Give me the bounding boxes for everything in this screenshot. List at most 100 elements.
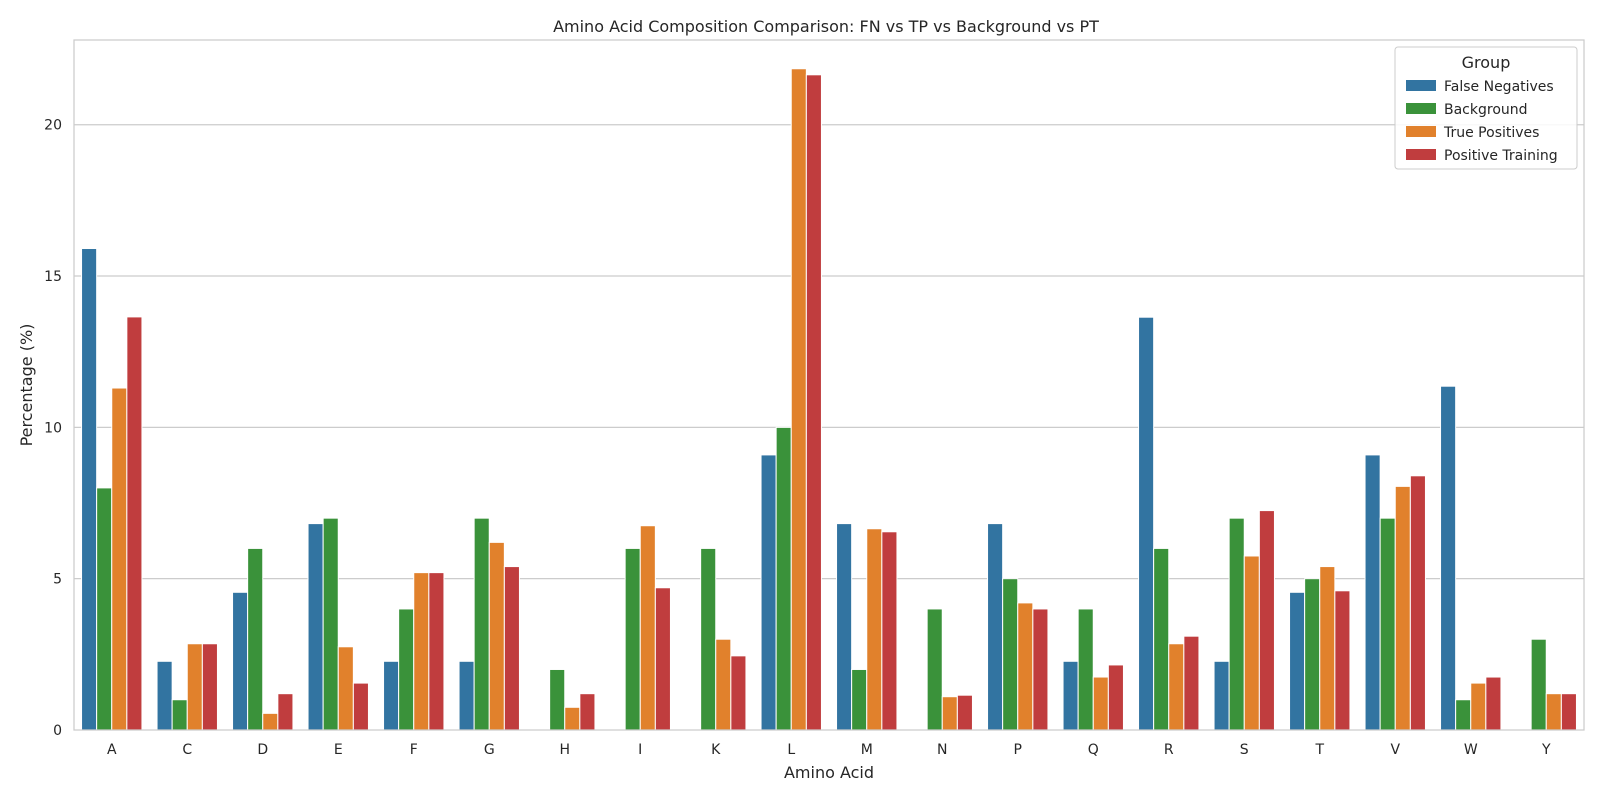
legend-label: True Positives [1443, 125, 1539, 141]
bar-V-true-positives [1395, 486, 1410, 730]
bar-G-true-positives [489, 542, 504, 730]
bar-M-true-positives [867, 529, 882, 730]
bar-T-true-positives [1320, 567, 1335, 730]
x-tick-label: K [711, 742, 721, 758]
x-tick-label: C [182, 742, 192, 758]
bar-W-background [1456, 700, 1471, 730]
x-axis-label: Amino Acid [784, 763, 874, 782]
x-tick-label: Q [1088, 742, 1099, 758]
legend-label: Positive Training [1444, 148, 1558, 164]
y-tick-label: 15 [44, 269, 62, 285]
bar-E-true-positives [338, 647, 353, 730]
bar-G-positive-training [504, 567, 519, 730]
bar-S-false-negatives [1214, 661, 1229, 730]
bar-D-positive-training [278, 694, 293, 730]
y-axis-ticks: 0 5 10 15 20 [44, 118, 62, 739]
legend: Group False Negatives Background True Posi… [1395, 47, 1577, 169]
bar-V-positive-training [1410, 476, 1425, 730]
bar-W-positive-training [1486, 677, 1501, 730]
legend-label: Background [1444, 102, 1528, 118]
bar-A-positive-training [127, 317, 142, 730]
x-tick-label: D [257, 742, 268, 758]
bar-K-true-positives [716, 639, 731, 730]
bar-S-true-positives [1244, 556, 1259, 730]
bar-C-background [172, 700, 187, 730]
bar-P-true-positives [1018, 603, 1033, 730]
x-tick-label: S [1240, 742, 1249, 758]
bar-I-true-positives [640, 526, 655, 730]
bars-group [82, 69, 1577, 730]
legend-swatch-true-positives [1406, 126, 1436, 137]
bar-K-background [701, 548, 716, 730]
bar-L-true-positives [791, 69, 806, 730]
y-tick-label: 0 [53, 723, 62, 739]
bar-F-true-positives [414, 573, 429, 730]
x-tick-label: E [334, 742, 343, 758]
bar-D-true-positives [263, 713, 278, 730]
x-tick-label: L [787, 742, 795, 758]
x-tick-label: G [484, 742, 495, 758]
bar-I-positive-training [655, 588, 670, 730]
bar-W-false-negatives [1441, 386, 1456, 730]
y-tick-label: 5 [53, 572, 62, 588]
x-tick-label: H [559, 742, 570, 758]
bar-A-true-positives [112, 388, 127, 730]
x-tick-label: P [1014, 742, 1022, 758]
bar-T-background [1305, 579, 1320, 730]
plot-frame [74, 40, 1584, 730]
bar-P-false-negatives [988, 524, 1003, 730]
y-tick-label: 10 [44, 420, 62, 436]
bar-S-background [1229, 518, 1244, 730]
bar-E-false-negatives [308, 524, 323, 730]
bar-E-background [323, 518, 338, 730]
bar-A-false-negatives [82, 249, 97, 730]
x-tick-label: I [638, 742, 642, 758]
bar-M-false-negatives [837, 524, 852, 730]
grid-lines [74, 125, 1584, 579]
x-tick-label: Y [1541, 742, 1551, 758]
bar-G-false-negatives [459, 661, 474, 730]
bar-Y-positive-training [1561, 694, 1576, 730]
x-tick-label: M [861, 742, 873, 758]
x-tick-label: W [1464, 742, 1478, 758]
bar-I-background [625, 548, 640, 730]
bar-M-positive-training [882, 532, 897, 730]
bar-V-background [1380, 518, 1395, 730]
bar-P-background [1003, 579, 1018, 730]
legend-label: False Negatives [1444, 79, 1554, 95]
bar-R-true-positives [1169, 644, 1184, 730]
bar-V-false-negatives [1365, 455, 1380, 730]
bar-D-false-negatives [233, 592, 248, 730]
bar-K-positive-training [731, 656, 746, 730]
bar-P-positive-training [1033, 609, 1048, 730]
x-tick-label: R [1164, 742, 1174, 758]
bar-C-positive-training [202, 644, 217, 730]
chart-title: Amino Acid Composition Comparison: FN vs… [553, 17, 1099, 36]
bar-N-background [927, 609, 942, 730]
bar-C-true-positives [187, 644, 202, 730]
legend-swatch-false-negatives [1406, 80, 1436, 91]
legend-swatch-positive-training [1406, 149, 1436, 160]
bar-F-background [399, 609, 414, 730]
bar-Q-true-positives [1093, 677, 1108, 730]
bar-Y-background [1531, 639, 1546, 730]
x-tick-label: N [937, 742, 947, 758]
bar-R-false-negatives [1139, 317, 1154, 730]
x-tick-label: T [1314, 742, 1324, 758]
bar-Q-false-negatives [1063, 661, 1078, 730]
bar-L-background [776, 427, 791, 730]
bar-W-true-positives [1471, 683, 1486, 730]
bar-R-positive-training [1184, 636, 1199, 730]
bar-F-false-negatives [384, 661, 399, 730]
bar-H-background [550, 669, 565, 730]
bar-H-true-positives [565, 707, 580, 730]
bar-A-background [97, 488, 112, 730]
x-tick-label: V [1390, 742, 1400, 758]
bar-E-positive-training [353, 683, 368, 730]
bar-Y-true-positives [1546, 694, 1561, 730]
y-axis-label: Percentage (%) [17, 324, 36, 447]
x-tick-label: A [107, 742, 117, 758]
y-tick-label: 20 [44, 118, 62, 134]
